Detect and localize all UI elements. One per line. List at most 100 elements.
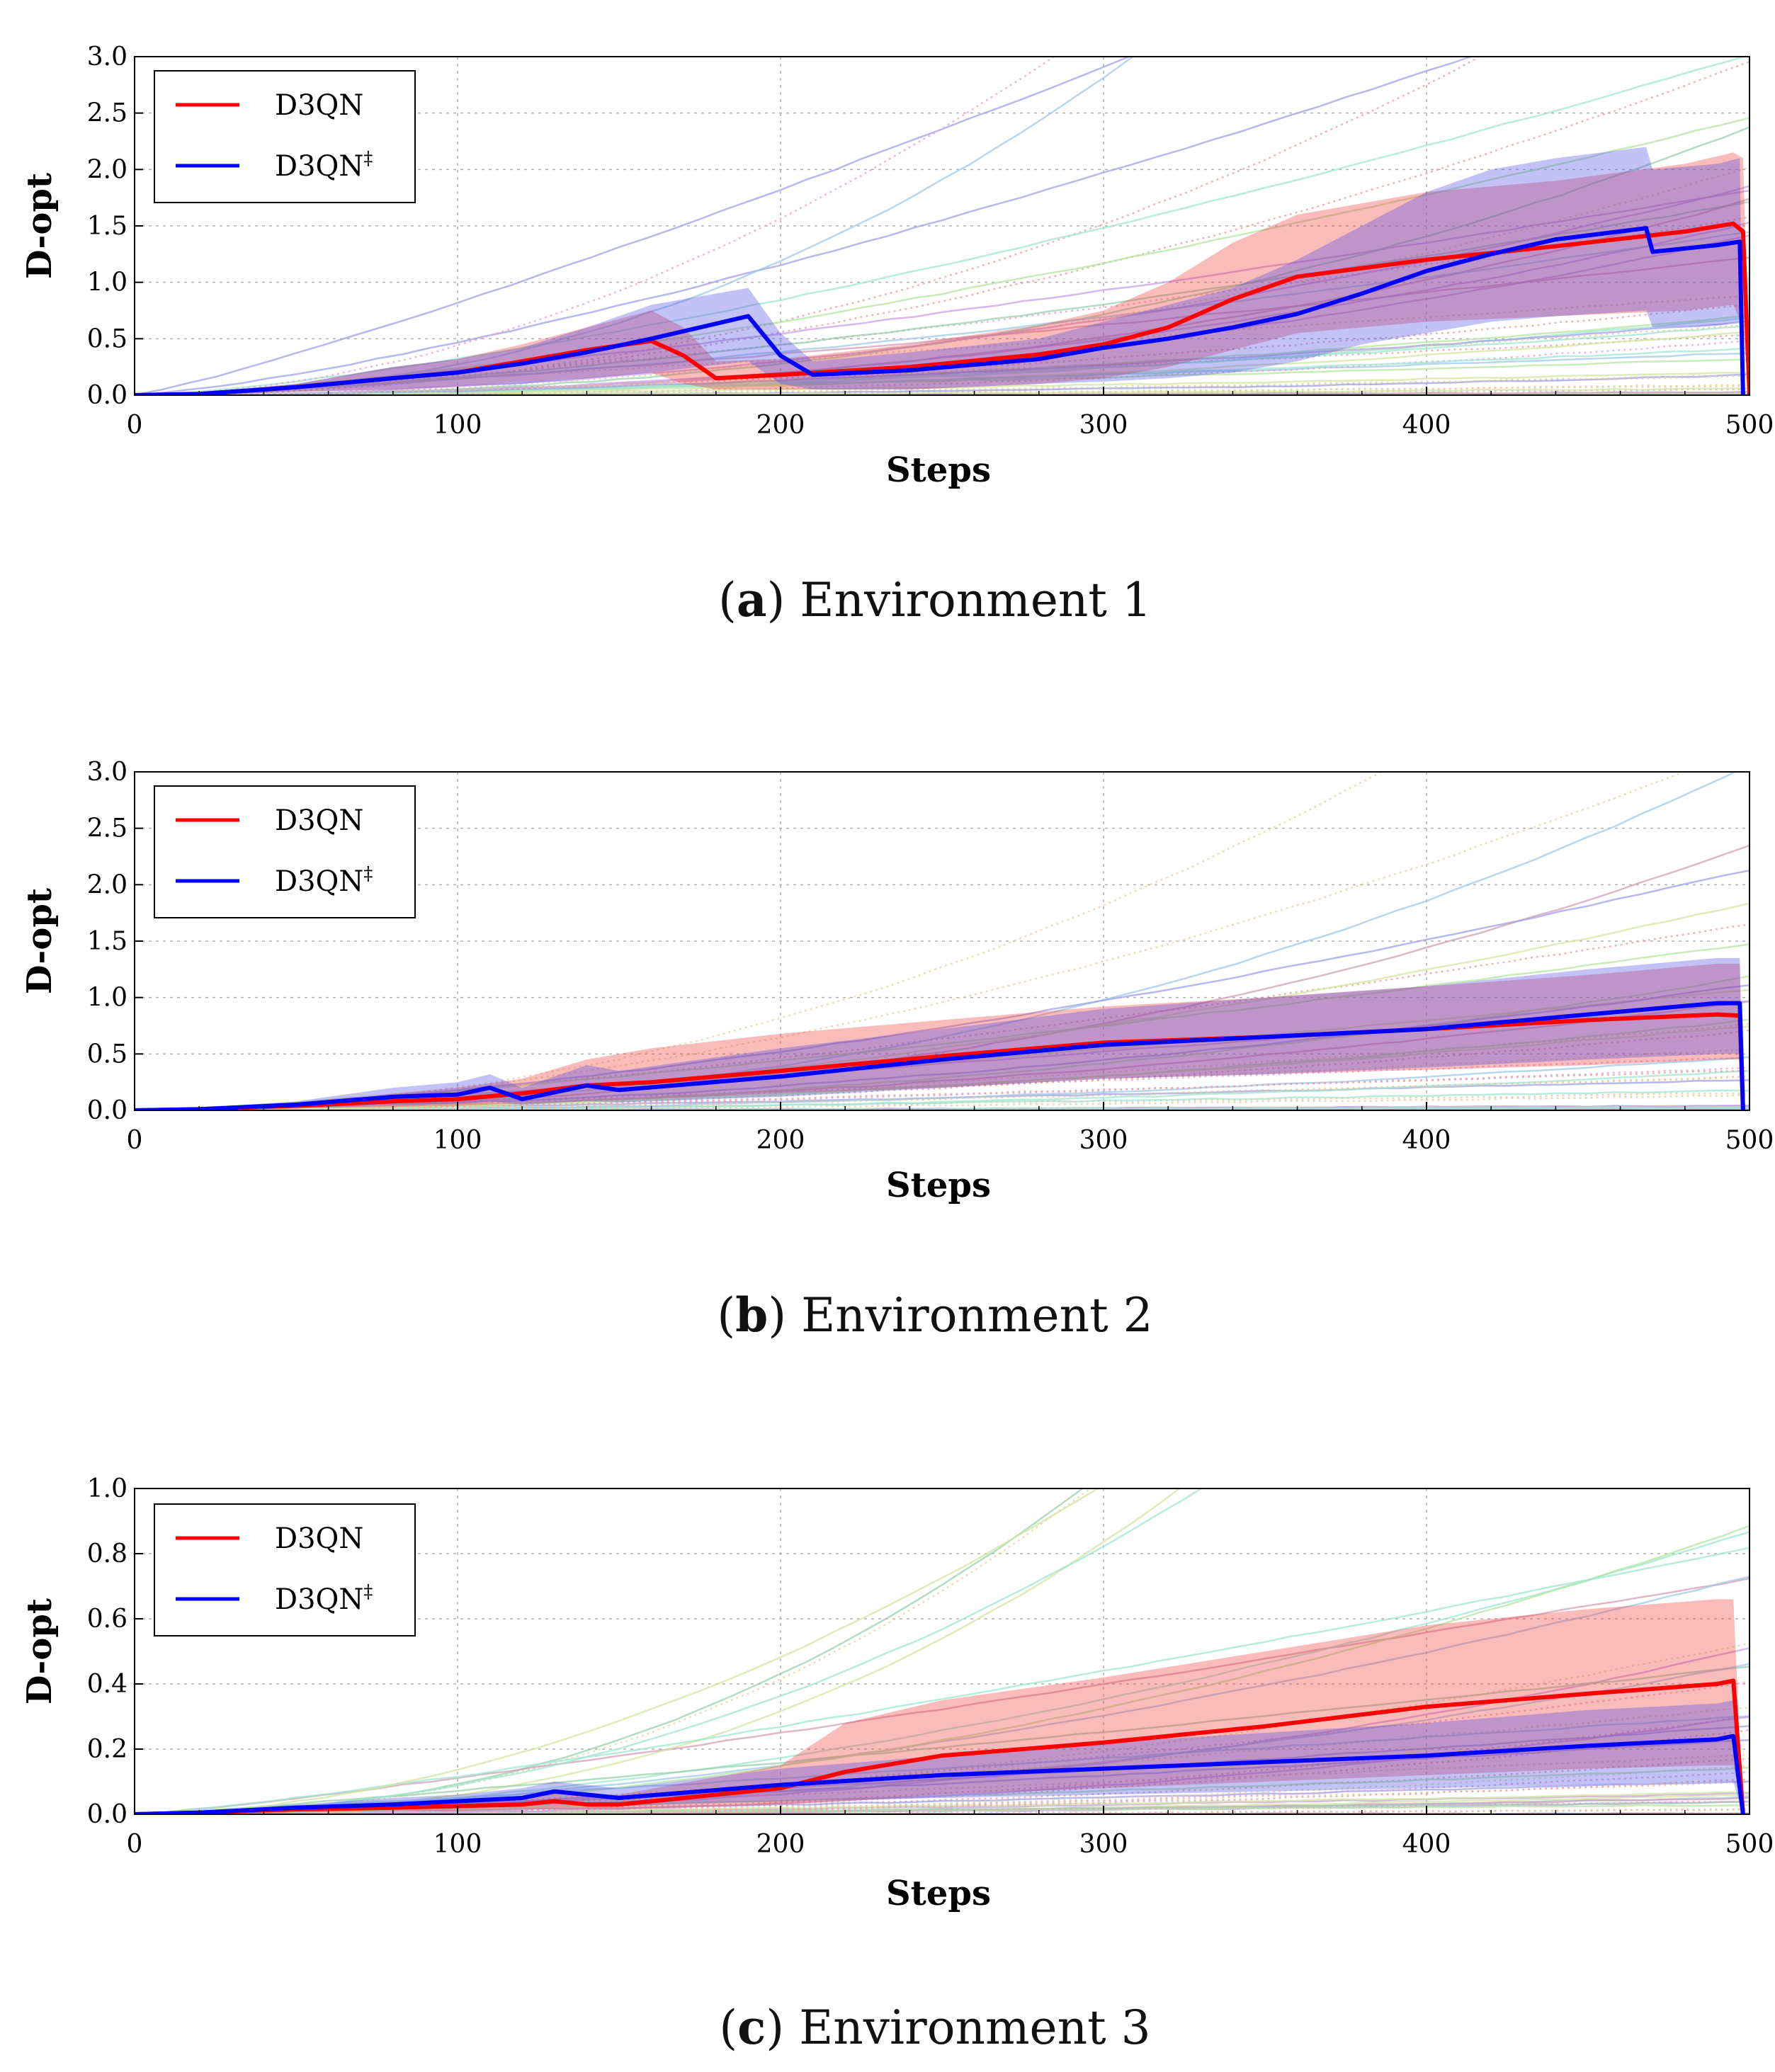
panel-b-run-trace-23 bbox=[135, 844, 1750, 1110]
panel-b-ytick-label-4: 2.0 bbox=[87, 870, 127, 899]
panel-c-ticks: 0 100 200 300 400 500 0.0 0.2 0.4 0.6 0.8 1.0 bbox=[87, 1474, 1774, 1859]
panel-c-xlabel: Steps bbox=[886, 1874, 991, 1913]
panel-c-line-d3qn bbox=[135, 1678, 1745, 1814]
panel-c-xtick-label-2: 200 bbox=[756, 1830, 805, 1859]
panel-c-legend-d3qn-label: D3QN bbox=[275, 1522, 363, 1555]
panel-c-caption: (c) Environment 3 bbox=[719, 2000, 1150, 2055]
panel-c-run-trace-41 bbox=[135, 1488, 1203, 1814]
panel-a-run-trace-37 bbox=[135, 231, 1750, 395]
panel-a-background-runs bbox=[135, 57, 1750, 395]
panel-b-ytick-label-3: 1.5 bbox=[87, 927, 127, 956]
panel-b-run-trace-27 bbox=[135, 772, 1686, 1110]
panel-c-xtick-label-3: 300 bbox=[1079, 1830, 1128, 1859]
panel-a-ytick-label-1: 0.5 bbox=[87, 324, 127, 353]
panel-a-xtick-label-5: 500 bbox=[1725, 411, 1774, 440]
panel-c-ytick-label-0: 0.0 bbox=[87, 1800, 127, 1829]
panel-a-xtick-label-0: 0 bbox=[127, 411, 143, 440]
panel-c-run-trace-22 bbox=[135, 1666, 1750, 1814]
panel-a-run-trace-42 bbox=[135, 57, 1056, 395]
panel-b-line-d3qn bbox=[135, 1012, 1745, 1110]
panel-a-run-trace-40 bbox=[135, 185, 1750, 395]
panel-b-run-trace-12 bbox=[135, 923, 1750, 1110]
panel-b-lines bbox=[135, 1001, 1745, 1110]
panel-b-ytick-label-2: 1.0 bbox=[87, 984, 127, 1013]
panel-c-run-trace-19 bbox=[135, 1488, 1181, 1814]
panel-a: 0 100 200 300 400 500 0.0 0.5 1.0 1.5 2.0 2.5 3.0 St… bbox=[20, 42, 1774, 627]
panel-b-band-d3qn-dd bbox=[135, 957, 1743, 1110]
panel-a-ytick-label-6: 3.0 bbox=[87, 42, 127, 72]
panel-b-xlabel: Steps bbox=[886, 1166, 991, 1205]
panel-b-xtick-label-1: 100 bbox=[433, 1126, 482, 1155]
panel-a-run-trace-8 bbox=[135, 57, 1473, 395]
panel-b-caption: (b) Environment 2 bbox=[717, 1287, 1152, 1343]
panel-c-ytick-label-2: 0.4 bbox=[87, 1670, 127, 1699]
panel-c-ytick-label-5: 1.0 bbox=[87, 1474, 127, 1503]
panel-a-ytick-label-5: 2.5 bbox=[87, 99, 127, 128]
panel-a-xtick-label-3: 300 bbox=[1079, 411, 1128, 440]
panel-a-caption: (a) Environment 1 bbox=[718, 572, 1152, 627]
panel-a-run-trace-14 bbox=[135, 117, 1750, 395]
panel-c-ytick-label-1: 0.2 bbox=[87, 1735, 127, 1764]
panel-a-xtick-label-1: 100 bbox=[433, 411, 482, 440]
panel-c-run-trace-18 bbox=[135, 1680, 1750, 1814]
panel-c-run-trace-43 bbox=[135, 1488, 1100, 1814]
panel-c-ytick-label-4: 0.8 bbox=[87, 1539, 127, 1569]
panel-b-xtick-label-2: 200 bbox=[756, 1126, 805, 1155]
panel-c-ylabel: D-opt bbox=[20, 1598, 59, 1704]
panel-a-run-trace-20 bbox=[135, 57, 1132, 395]
panel-b-ticks: 0 100 200 300 400 500 0.0 0.5 1.0 1.5 2.0 2.5 3.0 bbox=[87, 758, 1774, 1155]
panel-c-axes-frame bbox=[134, 1488, 1750, 1815]
panel-b-ytick-label-0: 0.0 bbox=[87, 1096, 127, 1125]
panel-a-xtick-label-4: 400 bbox=[1402, 411, 1451, 440]
panel-a-run-trace-25 bbox=[135, 57, 1135, 395]
panel-a-band-d3qn-dd bbox=[135, 147, 1743, 395]
panel-a-bands bbox=[135, 147, 1750, 395]
panel-c-xtick-label-1: 100 bbox=[433, 1830, 482, 1859]
panel-a-ytick-label-0: 0.0 bbox=[87, 381, 127, 410]
panel-c-lines bbox=[135, 1678, 1745, 1814]
panel-b-line-d3qn-dd bbox=[135, 1001, 1745, 1110]
panel-c-xtick-label-0: 0 bbox=[127, 1830, 143, 1859]
panel-a-run-trace-32 bbox=[135, 373, 1750, 395]
panel-a-ylabel: D-opt bbox=[20, 173, 59, 279]
panel-c-run-trace-3 bbox=[135, 1488, 1091, 1814]
panel-c-legend: D3QN D3QN‡ bbox=[154, 1503, 416, 1636]
panel-c-legend-box bbox=[154, 1503, 416, 1636]
panel-c-xtick-label-4: 400 bbox=[1402, 1830, 1451, 1859]
panel-a-ytick-label-4: 2.0 bbox=[87, 155, 127, 184]
panel-c-run-trace-27 bbox=[135, 1707, 1750, 1814]
panel-a-ticks: 0 100 200 300 400 500 0.0 0.5 1.0 1.5 2.0 2.5 3.0 bbox=[87, 42, 1774, 440]
panel-c-xtick-label-5: 500 bbox=[1725, 1830, 1774, 1859]
panel-c-run-trace-29 bbox=[135, 1547, 1750, 1814]
panel-a-run-trace-12 bbox=[135, 60, 1750, 395]
panel-a-legend: D3QN D3QN‡ bbox=[154, 70, 416, 203]
panel-a-run-trace-44 bbox=[135, 320, 1750, 395]
panel-b-bands bbox=[135, 957, 1743, 1110]
panel-b: 0 100 200 300 400 500 0.0 0.5 1.0 1.5 2.0 2.5 3.0 St… bbox=[20, 758, 1774, 1343]
panel-b-legend-d3qn-dd-label: D3QN‡ bbox=[275, 863, 373, 898]
panel-c-line-d3qn-dd bbox=[135, 1734, 1745, 1814]
panel-a-lines bbox=[135, 221, 1750, 395]
panel-b-ytick-label-5: 2.5 bbox=[87, 814, 127, 843]
panel-a-xtick-label-2: 200 bbox=[756, 411, 805, 440]
panel-a-legend-box bbox=[154, 70, 416, 203]
panel-b-legend-box bbox=[154, 785, 416, 918]
panel-b-run-trace-43 bbox=[135, 1025, 1750, 1110]
panel-b-xtick-label-0: 0 bbox=[127, 1126, 143, 1155]
panel-b-ytick-label-1: 0.5 bbox=[87, 1040, 127, 1069]
panel-a-ytick-label-3: 1.5 bbox=[87, 212, 127, 241]
panel-c: 0 100 200 300 400 500 0.0 0.2 0.4 0.6 0.8 1.0 Steps… bbox=[20, 1474, 1774, 2055]
panel-a-legend-d3qn-label: D3QN bbox=[275, 89, 363, 122]
panel-a-run-trace-22 bbox=[135, 200, 1750, 395]
panel-c-run-trace-11 bbox=[135, 1577, 1750, 1814]
panel-a-run-trace-34 bbox=[135, 126, 1750, 395]
panel-a-run-trace-17 bbox=[135, 57, 1748, 395]
panel-c-legend-d3qn-dd-label: D3QN‡ bbox=[275, 1581, 373, 1616]
panel-a-line-d3qn-dd bbox=[135, 226, 1745, 395]
panel-b-ylabel: D-opt bbox=[20, 888, 59, 994]
panel-b-legend: D3QN D3QN‡ bbox=[154, 785, 416, 918]
panel-a-run-trace-35 bbox=[135, 390, 1750, 395]
panel-b-ytick-label-6: 3.0 bbox=[87, 758, 127, 787]
panel-a-legend-d3qn-dd-label: D3QN‡ bbox=[275, 148, 373, 183]
